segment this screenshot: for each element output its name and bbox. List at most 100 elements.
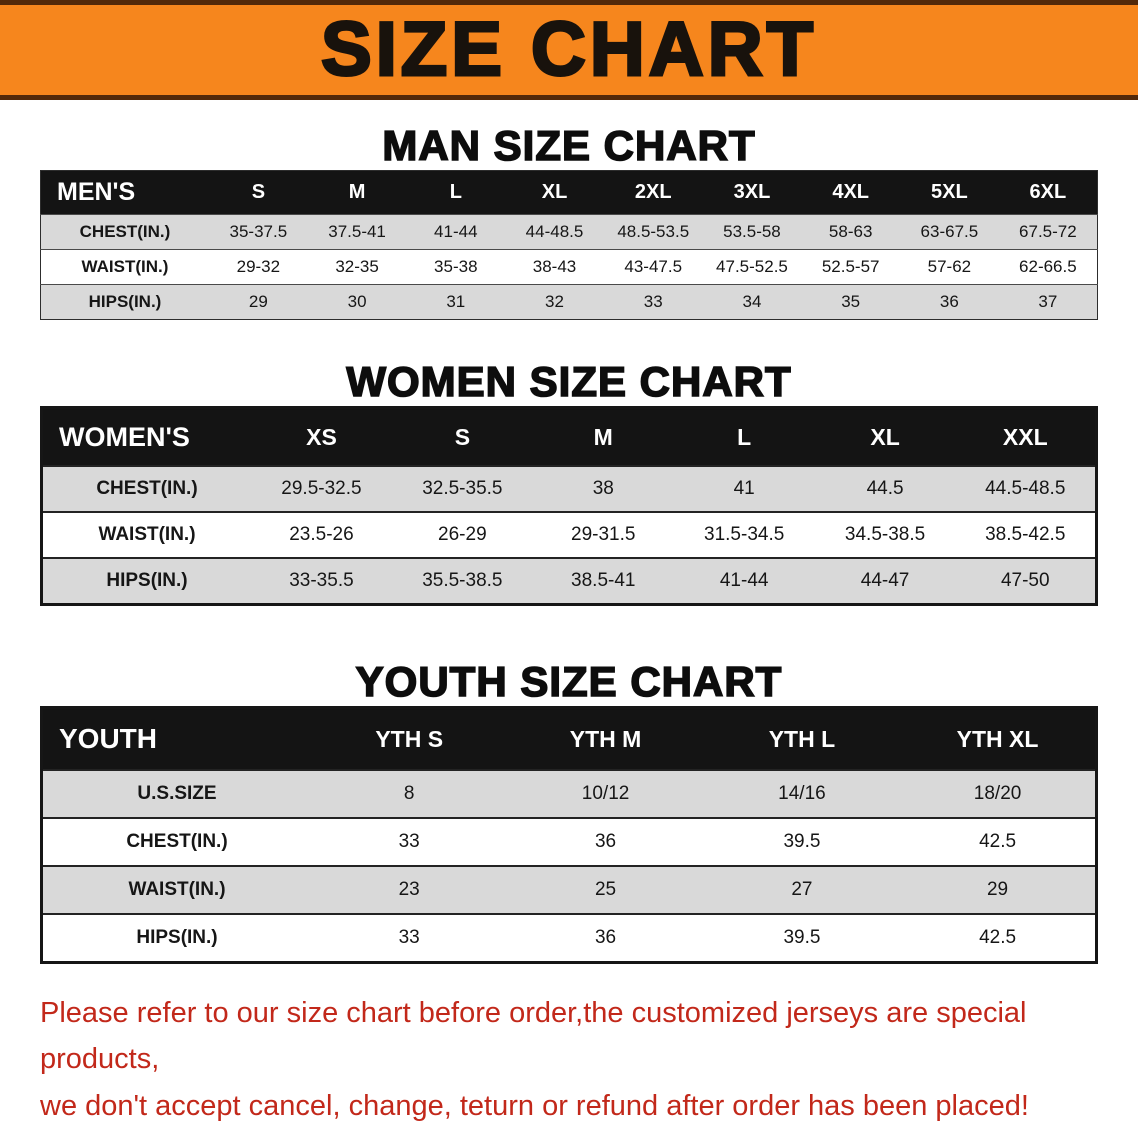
measurement-value-cell: 14/16	[703, 769, 901, 818]
men-size-table: MEN'S S M L XL 2XL 3XL 4XL 5XL 6XL CHEST(IN.) 35-37…	[40, 170, 1098, 320]
measurement-value-cell: 41-44	[673, 557, 815, 605]
measurement-value-cell: 47-50	[955, 557, 1097, 605]
men-size-section: MAN SIZE CHART MEN'S S M L XL 2XL 3XL 4XL 5XL 6XL…	[0, 121, 1138, 320]
measurement-value-cell: 31.5-34.5	[673, 511, 815, 558]
size-column-header: S	[391, 407, 533, 466]
measurement-value-cell: 43-47.5	[603, 249, 703, 285]
measurement-value-cell: 36	[507, 913, 704, 963]
table-header-row: WOMEN'S XS S M L XL XXL	[41, 407, 1097, 466]
row-label-cell: CHEST(IN.)	[41, 465, 251, 512]
measurement-value-cell: 44-47	[814, 557, 956, 605]
measurement-value-cell: 53.5-58	[702, 214, 802, 250]
measurement-value-cell: 30	[307, 284, 407, 320]
measurement-value-cell: 38.5-41	[532, 557, 674, 605]
size-column-header: L	[673, 407, 815, 466]
table-row: WAIST(IN.) 23 25 27 29	[41, 865, 1097, 914]
row-label-cell: CHEST(IN.)	[40, 214, 209, 250]
table-row: HIPS(IN.) 29 30 31 32 33 34 35 36 37	[40, 284, 1098, 320]
table-title-cell: MEN'S	[40, 170, 209, 215]
youth-section-heading: YOUTH SIZE CHART	[355, 657, 783, 706]
measurement-value-cell: 37.5-41	[307, 214, 407, 250]
row-label-cell: CHEST(IN.)	[41, 817, 311, 866]
table-row: HIPS(IN.) 33-35.5 35.5-38.5 38.5-41 41-44 44-…	[41, 557, 1097, 605]
measurement-value-cell: 36	[900, 284, 999, 320]
measurement-value-cell: 34.5-38.5	[814, 511, 956, 558]
measurement-value-cell: 41-44	[406, 214, 506, 250]
size-column-header: 2XL	[603, 170, 703, 215]
table-title-cell: YOUTH	[41, 707, 311, 770]
measurement-value-cell: 35	[801, 284, 901, 320]
disclaimer-line-1: Please refer to our size chart before or…	[40, 997, 1027, 1076]
size-column-header: YTH L	[703, 707, 901, 770]
banner: SIZE CHART	[0, 0, 1138, 100]
measurement-value-cell: 44-48.5	[505, 214, 604, 250]
table-row: CHEST(IN.) 33 36 39.5 42.5	[41, 817, 1097, 866]
size-column-header: L	[406, 170, 506, 215]
row-label-cell: WAIST(IN.)	[40, 249, 209, 285]
youth-size-section: YOUTH SIZE CHART YOUTH YTH S YTH M YTH L YTH…	[0, 657, 1138, 964]
measurement-value-cell: 44.5-48.5	[955, 465, 1097, 512]
size-column-header: M	[532, 407, 674, 466]
measurement-value-cell: 39.5	[703, 817, 901, 866]
measurement-value-cell: 38.5-42.5	[955, 511, 1097, 558]
measurement-value-cell: 67.5-72	[998, 214, 1098, 250]
measurement-value-cell: 33-35.5	[251, 557, 392, 605]
measurement-value-cell: 34	[702, 284, 802, 320]
table-row: CHEST(IN.) 29.5-32.5 32.5-35.5 38 41 44.5 44.5…	[41, 465, 1097, 512]
measurement-value-cell: 29	[209, 284, 308, 320]
measurement-value-cell: 33	[311, 913, 508, 963]
women-size-section: WOMEN SIZE CHART WOMEN'S XS S M L XL XXL CHEST(…	[0, 357, 1138, 606]
measurement-value-cell: 31	[406, 284, 506, 320]
size-column-header: YTH S	[311, 707, 508, 770]
size-column-header: XXL	[955, 407, 1097, 466]
measurement-value-cell: 48.5-53.5	[603, 214, 703, 250]
measurement-value-cell: 35-37.5	[209, 214, 308, 250]
row-label-cell: HIPS(IN.)	[41, 557, 251, 605]
measurement-value-cell: 29	[900, 865, 1097, 914]
table-title-cell: WOMEN'S	[41, 407, 251, 466]
measurement-value-cell: 32.5-35.5	[391, 465, 533, 512]
measurement-value-cell: 57-62	[900, 249, 999, 285]
size-column-header: M	[307, 170, 407, 215]
disclaimer-line-2: we don't accept cancel, change, teturn o…	[40, 1089, 1029, 1122]
measurement-value-cell: 32	[505, 284, 604, 320]
row-label-cell: HIPS(IN.)	[41, 913, 311, 963]
measurement-value-cell: 23.5-26	[251, 511, 392, 558]
row-label-cell: WAIST(IN.)	[41, 865, 311, 914]
measurement-value-cell: 8	[311, 769, 508, 818]
measurement-value-cell: 42.5	[900, 913, 1097, 963]
measurement-value-cell: 39.5	[703, 913, 901, 963]
youth-size-table: YOUTH YTH S YTH M YTH L YTH XL U.S.SIZE 8 10/12…	[40, 706, 1098, 964]
measurement-value-cell: 29.5-32.5	[251, 465, 392, 512]
measurement-value-cell: 29-31.5	[532, 511, 674, 558]
size-column-header: 6XL	[998, 170, 1098, 215]
measurement-value-cell: 58-63	[801, 214, 901, 250]
row-label-cell: HIPS(IN.)	[40, 284, 209, 320]
measurement-value-cell: 29-32	[209, 249, 308, 285]
measurement-value-cell: 38	[532, 465, 674, 512]
measurement-value-cell: 38-43	[505, 249, 604, 285]
measurement-value-cell: 42.5	[900, 817, 1097, 866]
size-column-header: XL	[505, 170, 604, 215]
disclaimer: Please refer to our size chart before or…	[40, 990, 1118, 1129]
table-row: CHEST(IN.) 35-37.5 37.5-41 41-44 44-48.5 48.5…	[40, 214, 1098, 250]
size-column-header: XS	[251, 407, 392, 466]
table-row: WAIST(IN.) 23.5-26 26-29 29-31.5 31.5-34.5 34…	[41, 511, 1097, 558]
measurement-value-cell: 41	[673, 465, 815, 512]
size-column-header: YTH M	[507, 707, 704, 770]
measurement-value-cell: 36	[507, 817, 704, 866]
measurement-value-cell: 18/20	[900, 769, 1097, 818]
measurement-value-cell: 63-67.5	[900, 214, 999, 250]
measurement-value-cell: 33	[311, 817, 508, 866]
men-section-heading: MAN SIZE CHART	[382, 121, 756, 170]
measurement-value-cell: 44.5	[814, 465, 956, 512]
page-title: SIZE CHART	[320, 7, 817, 92]
measurement-value-cell: 26-29	[391, 511, 533, 558]
measurement-value-cell: 32-35	[307, 249, 407, 285]
table-row: HIPS(IN.) 33 36 39.5 42.5	[41, 913, 1097, 963]
size-column-header: 5XL	[900, 170, 999, 215]
table-header-row: MEN'S S M L XL 2XL 3XL 4XL 5XL 6XL	[40, 170, 1098, 215]
measurement-value-cell: 25	[507, 865, 704, 914]
measurement-value-cell: 62-66.5	[998, 249, 1098, 285]
